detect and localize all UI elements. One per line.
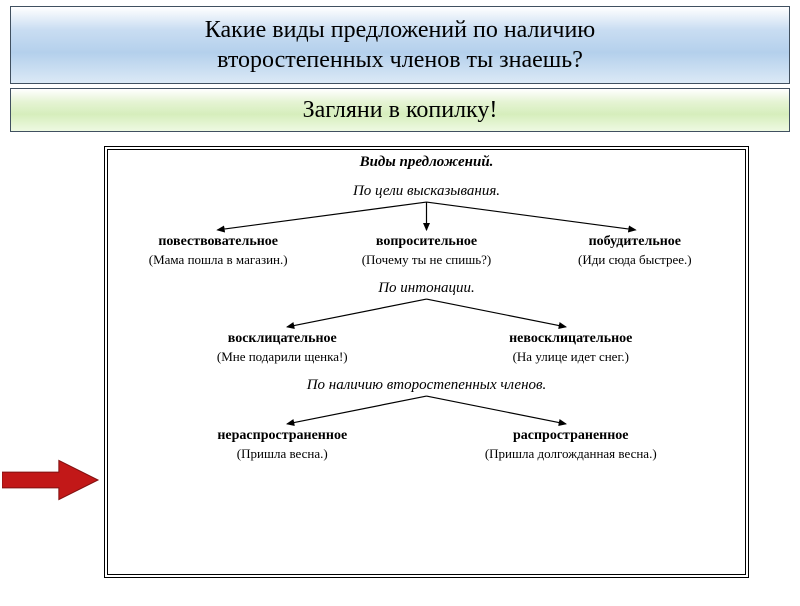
section-row: повествовательное (Мама пошла в магазин.… bbox=[108, 234, 745, 268]
example: (Почему ты не спишь?) bbox=[322, 252, 530, 268]
example: (Пришла долгожданная весна.) bbox=[427, 446, 716, 462]
term: распространенное bbox=[427, 428, 716, 444]
term: вопросительное bbox=[322, 234, 530, 250]
term: восклицательное bbox=[138, 331, 427, 347]
branch-item: повествовательное (Мама пошла в магазин.… bbox=[114, 234, 322, 268]
term: побудительное bbox=[531, 234, 739, 250]
term: повествовательное bbox=[114, 234, 322, 250]
term: невосклицательное bbox=[427, 331, 716, 347]
branch-item: распространенное (Пришла долгожданная ве… bbox=[427, 428, 716, 462]
branch-item: невосклицательное (На улице идет снег.) bbox=[427, 331, 716, 365]
example: (Мне подарили щенка!) bbox=[138, 349, 427, 365]
section-heading: По цели высказывания. bbox=[108, 183, 745, 200]
section-row: нераспространенное (Пришла весна.) распр… bbox=[108, 428, 745, 462]
example: (Пришла весна.) bbox=[138, 446, 427, 462]
diagram-box: Виды предложений. По цели высказывания. … bbox=[104, 146, 749, 578]
question-header: Какие виды предложений по наличию второс… bbox=[10, 6, 790, 84]
branch-item: нераспространенное (Пришла весна.) bbox=[138, 428, 427, 462]
section-heading: По наличию второстепенных членов. bbox=[108, 377, 745, 394]
example: (На улице идет снег.) bbox=[427, 349, 716, 365]
hint-header: Загляни в копилку! bbox=[10, 88, 790, 132]
branch-item: побудительное (Иди сюда быстрее.) bbox=[531, 234, 739, 268]
pointer-arrow-icon bbox=[2, 458, 100, 502]
term: нераспространенное bbox=[138, 428, 427, 444]
diagram-content: Виды предложений. По цели высказывания. … bbox=[108, 150, 745, 574]
section-row: восклицательное (Мне подарили щенка!) не… bbox=[108, 331, 745, 365]
branch-item: вопросительное (Почему ты не спишь?) bbox=[322, 234, 530, 268]
example: (Иди сюда быстрее.) bbox=[531, 252, 739, 268]
branch-item: восклицательное (Мне подарили щенка!) bbox=[138, 331, 427, 365]
question-line2: второстепенных членов ты знаешь? bbox=[205, 45, 595, 75]
question-line1: Какие виды предложений по наличию bbox=[205, 15, 595, 45]
hint-text: Загляни в копилку! bbox=[303, 97, 498, 124]
section-heading: По интонации. bbox=[108, 280, 745, 297]
diagram-title: Виды предложений. bbox=[108, 154, 745, 171]
example: (Мама пошла в магазин.) bbox=[114, 252, 322, 268]
